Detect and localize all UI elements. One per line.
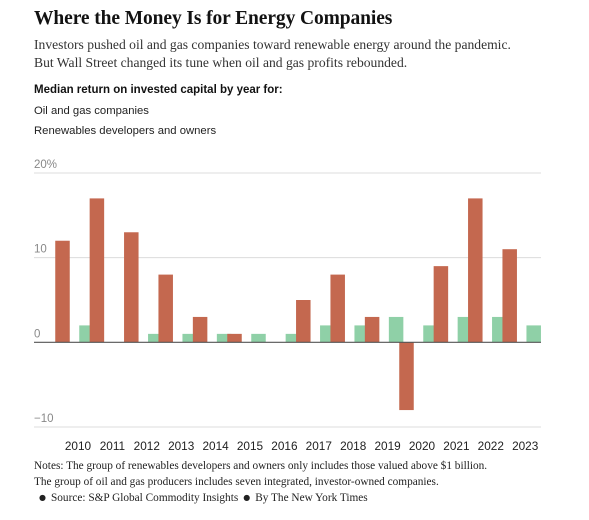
bar-oil-gas (227, 333, 242, 343)
x-tick-label: 2023 (512, 439, 539, 453)
bar-renewables (251, 333, 266, 343)
bar-oil-gas (296, 300, 311, 343)
x-tick-label: 2011 (100, 439, 125, 453)
y-tick-label: 0 (34, 328, 40, 340)
x-tick-label: 2020 (409, 439, 436, 453)
bar-renewables (526, 325, 541, 343)
bullet-icon: ● (39, 493, 46, 503)
note-line: The group of oil and gas producers inclu… (34, 476, 439, 489)
bar-oil-gas (364, 316, 380, 343)
bar-renewables (148, 333, 163, 343)
bar-oil-gas (502, 249, 517, 343)
bar-oil-gas (124, 232, 139, 343)
legend-item-oil-gas: Oil and gas companies (34, 105, 149, 117)
x-tick-label: 2014 (202, 439, 229, 453)
x-tick-label: 2016 (271, 439, 298, 453)
credit-text: By The New York Times (255, 492, 368, 505)
bar-oil-gas (468, 198, 483, 343)
x-tick-label: 2022 (478, 439, 504, 453)
subtitle-line: But Wall Street changed its tune when oi… (34, 54, 408, 70)
x-tick-label: 2018 (340, 439, 367, 453)
bar-renewables (216, 333, 232, 343)
bar-oil-gas (158, 274, 173, 343)
bar-renewables (388, 316, 404, 343)
notes: Notes: The group of renewables developer… (34, 458, 584, 507)
x-tick-label: 2013 (168, 439, 195, 453)
y-tick-label: 20% (34, 159, 57, 171)
bar-oil-gas (55, 240, 70, 343)
bar-oil-gas (89, 198, 105, 343)
y-tick-label: −10 (34, 413, 54, 425)
bar-renewables (285, 333, 301, 343)
x-tick-label: 2021 (443, 439, 469, 453)
legend: Oil and gas companies Renewables develop… (34, 103, 216, 143)
bar-chart: 20% 10 0 −10 2010 2011 2012 2013 2014 2015 2016 201… (34, 159, 541, 453)
x-tick-label: 2015 (237, 439, 264, 453)
bullet-icon: ● (243, 493, 251, 503)
chart-subtitle: Investors pushed oil and gas companies t… (34, 36, 584, 71)
bar-oil-gas (330, 274, 345, 343)
bar-renewables (182, 333, 197, 343)
chart-title: Where the Money Is for Energy Companies (34, 8, 393, 29)
bar-oil-gas (399, 342, 414, 411)
source-line: ● Source: S&P Global Commodity Insights ● B… (34, 490, 584, 506)
x-tick-label: 2017 (306, 439, 332, 453)
chart-kicker: Median return on invested capital by yea… (34, 84, 283, 96)
legend-item-renewables: Renewables developers and owners (34, 125, 217, 137)
subtitle-line: Investors pushed oil and gas companies t… (34, 37, 511, 52)
bar-oil-gas (433, 266, 449, 343)
x-tick-label: 2019 (374, 439, 400, 453)
y-tick-label: 10 (34, 244, 47, 256)
x-tick-label: 2012 (134, 439, 160, 453)
bar-oil-gas (192, 316, 208, 343)
source-text: Source: S&P Global Commodity Insights (50, 492, 239, 505)
note-line: Notes: The group of renewables developer… (34, 460, 488, 472)
x-tick-label: 2010 (65, 439, 92, 453)
